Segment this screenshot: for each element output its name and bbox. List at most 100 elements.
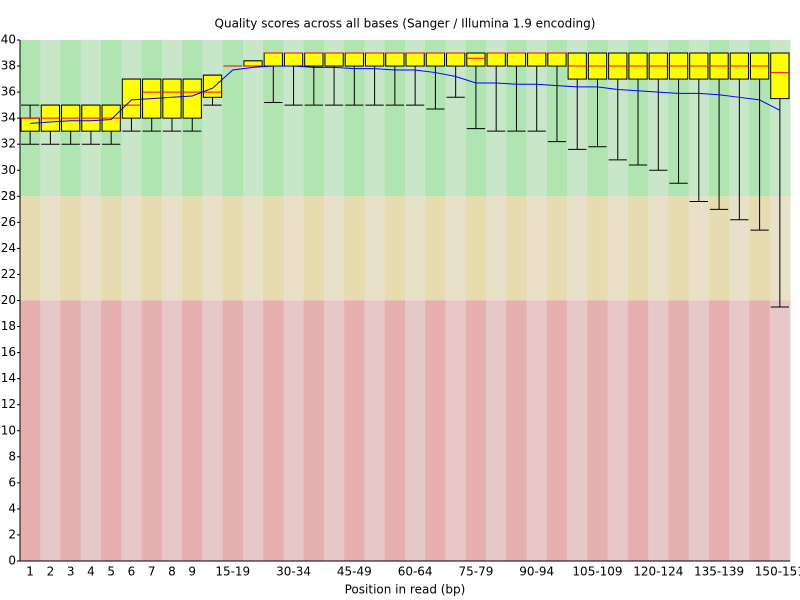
box [20,117,40,132]
quality-zone [303,196,325,301]
quality-zone [587,300,609,561]
quality-zone [465,196,487,301]
x-tick-label: 1 [26,565,34,579]
quality-zone [303,300,325,561]
y-tick-label: 22 [1,267,16,281]
quality-zone [425,40,447,197]
box [385,52,405,67]
x-tick-label: 135-139 [694,565,744,579]
quality-zone [202,196,224,301]
quality-zone [60,196,82,301]
quality-zone [526,300,548,561]
quality-zone [242,196,264,301]
quality-zone [222,40,244,197]
quality-zone [668,300,690,561]
quality-zone [80,196,102,301]
quality-zone [425,196,447,301]
quality-zone [587,196,609,301]
quality-zone [465,300,487,561]
quality-zone [384,40,406,197]
y-tick-label: 2 [8,527,16,541]
quality-zone [20,196,41,301]
quality-zone [405,300,426,561]
box [283,52,304,67]
box [547,52,567,67]
x-tick-label: 9 [188,565,196,579]
quality-zone [161,300,183,561]
x-axis-label: Position in read (bp) [345,583,466,597]
x-tick-label: 5 [107,565,115,579]
quality-zone [323,196,345,301]
quality-zone [668,196,690,301]
quality-zone [121,300,143,561]
y-tick-label: 40 [1,33,16,47]
quality-zone [80,300,102,561]
y-tick-label: 6 [8,475,16,489]
box [324,52,344,67]
quality-zone [263,196,284,301]
y-tick-label: 4 [8,501,16,515]
quality-zone [567,300,588,561]
quality-zone [344,196,365,301]
box [446,52,466,67]
quality-zone [506,300,528,561]
box [162,78,182,119]
y-tick-label: 10 [1,423,16,437]
quality-zone [627,196,649,301]
quality-zone [688,300,710,561]
box [202,74,223,98]
quality-zone [263,300,284,561]
box [304,52,324,67]
quality-zone [688,196,710,301]
quality-zone [749,300,771,561]
quality-zone [323,40,345,197]
quality-zone [445,196,467,301]
quality-zone [708,196,730,301]
quality-zone [182,300,203,561]
y-tick-label: 38 [1,59,16,73]
quality-zone [242,300,264,561]
box [506,52,527,67]
quality-zone [40,196,62,301]
quality-zone [364,196,386,301]
y-tick-label: 18 [1,319,16,333]
quality-zone [384,196,406,301]
x-tick-label: 120-124 [633,565,683,579]
quality-zone [627,300,649,561]
x-tick-label: 3 [67,565,75,579]
box [364,52,385,67]
quality-zone [486,300,507,561]
quality-zone [20,300,41,561]
quality-zone [161,196,183,301]
quality-zone [40,300,62,561]
mean-line [30,65,781,124]
y-tick-label: 0 [8,554,16,568]
y-tick-label: 34 [1,111,16,125]
quality-zone [121,196,143,301]
quality-zone [182,196,203,301]
quality-zone [729,196,750,301]
quality-zone [303,40,325,197]
quality-zone [101,196,122,301]
quality-zone [364,300,386,561]
x-tick-label: 2 [47,565,55,579]
quality-zone [283,196,305,301]
quality-zone [344,300,365,561]
y-tick-label: 14 [1,371,16,385]
x-tick-label: 105-109 [572,565,622,579]
quality-zone [405,196,426,301]
quality-zone [141,196,163,301]
box [486,52,506,67]
quality-zone [708,300,730,561]
quality-zone [546,196,568,301]
quality-zone [648,300,669,561]
box [425,52,446,67]
y-tick-label: 36 [1,85,16,99]
quality-zone [222,196,244,301]
quality-zone [141,300,163,561]
quality-zone [486,196,507,301]
y-tick-label: 12 [1,397,16,411]
y-tick-label: 26 [1,215,16,229]
quality-zone [405,40,426,197]
